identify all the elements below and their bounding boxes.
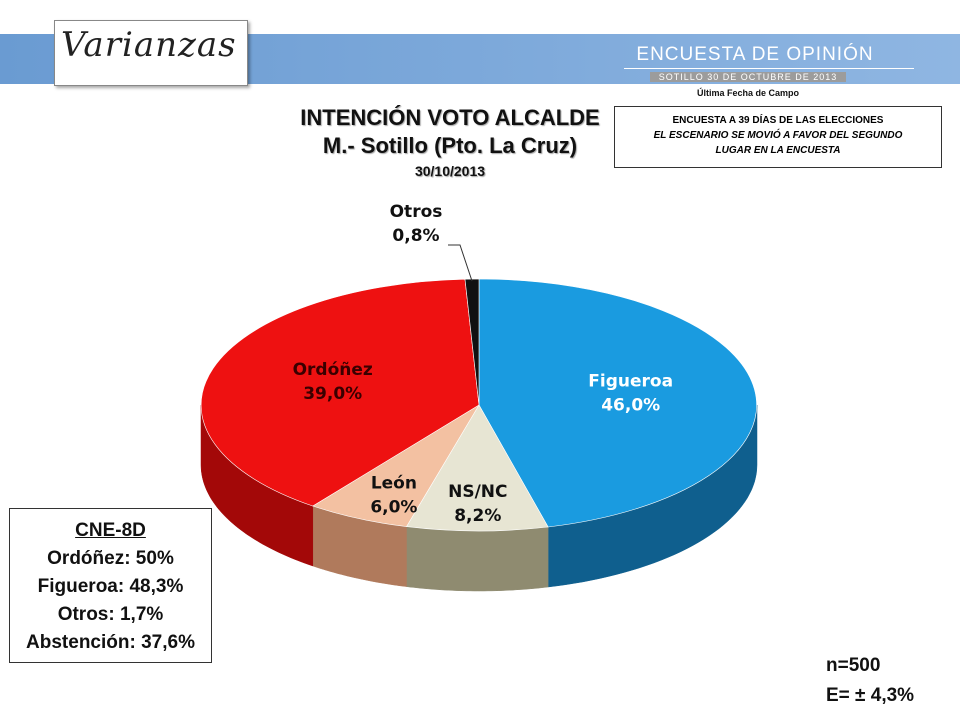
slice-name-leon: León [371,473,417,493]
slice-name-ns-nc: NS/NC [448,482,507,502]
pie-slice-ordonez [200,278,480,507]
cne-line: Ordóñez: 50% [47,548,174,569]
chart-title: INTENCIÓN VOTO ALCALDE [300,105,600,130]
pie-side-ns-nc [406,526,549,592]
cne-line: Abstención: 37,6% [26,632,195,653]
sample-size: n=500 [826,655,881,676]
chart-date: 30/10/2013 [414,163,486,179]
slice-value-leon: 6,0% [370,497,417,517]
survey-location-date: SOTILLO 30 DE OCTUBRE DE 2013 [650,72,846,82]
pie-slice-figueroa [478,278,757,528]
slice-value-otros: 0,8% [392,226,439,246]
cne-line: Otros: 1,7% [57,604,164,625]
slice-value-figueroa: 46,0% [601,395,660,415]
slice-value-ordonez: 39,0% [303,384,362,404]
logo: Varianzas [54,20,248,86]
note-line-2: EL ESCENARIO SE MOVIÓ A FAVOR DEL SEGUND… [653,130,903,141]
survey-title: ENCUESTA DE OPINIÓN [636,44,874,65]
slice-name-ordonez: Ordóñez [293,360,373,380]
divider [624,68,914,69]
sample-info: n=500 E= ± 4,3% [826,651,914,711]
pie-slice-ns-nc [406,404,549,532]
slice-name-otros: Otros [390,202,443,222]
note-box: ENCUESTA A 39 DÍAS DE LAS ELECCIONES EL … [614,106,942,168]
leader-line-otros [448,244,473,282]
chart-subtitle: M.- Sotillo (Pto. La Cruz) [322,133,578,158]
logo-text: Varianzas [61,25,237,65]
slice-value-ns-nc: 8,2% [454,506,501,526]
fieldwork-label: Última Fecha de Campo [696,88,800,98]
slice-name-figueroa: Figueroa [588,371,673,391]
chart-title-block: INTENCIÓN VOTO ALCALDE M.- Sotillo (Pto.… [250,104,650,182]
cne-title: CNE-8D [75,520,146,541]
cne-results-box: CNE-8D Ordóñez: 50% Figueroa: 48,3% Otro… [9,508,212,663]
note-line-3: LUGAR EN LA ENCUESTA [715,145,841,156]
cne-line: Figueroa: 48,3% [37,576,184,597]
margin-of-error: E= ± 4,3% [826,685,915,706]
pie-slice-otros [464,278,480,406]
note-line-1: ENCUESTA A 39 DÍAS DE LAS ELECCIONES [672,115,884,126]
